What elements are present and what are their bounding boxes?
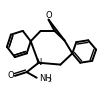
Text: NH: NH: [39, 74, 51, 83]
Text: O: O: [8, 71, 14, 80]
Text: 2: 2: [47, 78, 51, 83]
Text: N: N: [35, 58, 42, 67]
Text: O: O: [45, 11, 52, 20]
